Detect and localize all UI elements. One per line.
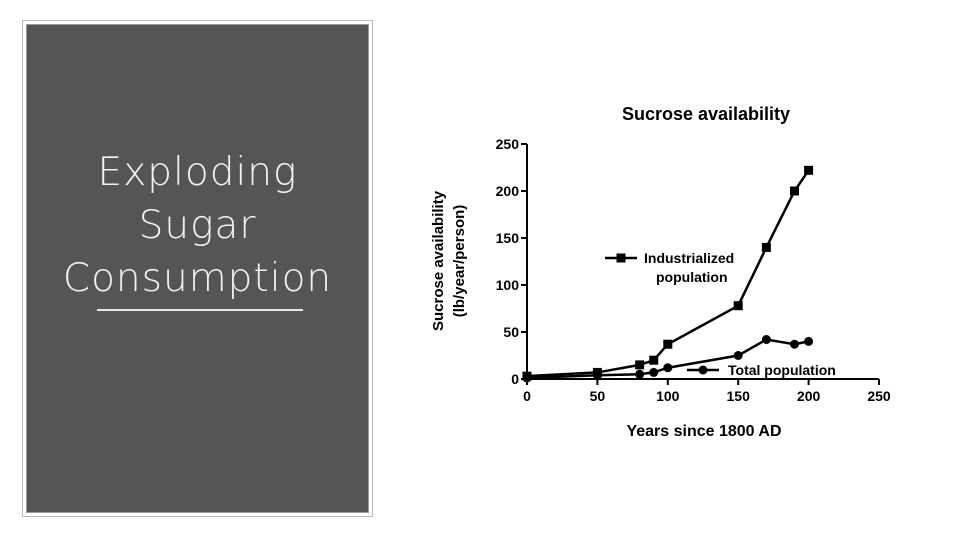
data-point-square [804,165,814,175]
title-underline [97,309,303,311]
legend-label-industrialized: Industrialized [644,250,734,266]
x-tick-label: 50 [590,388,606,404]
sucrose-chart: Sucrose availability Sucrose availabilit… [430,104,891,440]
x-tick-label: 200 [797,388,821,404]
data-point-square [790,186,800,196]
data-point-square [649,355,659,365]
data-point-circle [804,336,814,346]
slide-title-line-1: Exploding [97,150,298,195]
y-tick-label: 100 [496,277,520,293]
data-point-circle [733,351,743,360]
data-point-square [761,242,771,252]
y-axis-label-line-2: (lb/year/person) [451,205,468,318]
y-tick-label: 200 [496,183,520,199]
title-panel-inner: Exploding Sugar Consumption [26,24,369,513]
x-tick-label: 0 [523,388,531,404]
data-point-circle [522,373,532,383]
data-point-circle [761,335,771,345]
slide-title-line-2: Sugar [138,203,257,248]
y-tick-label: 50 [503,324,519,340]
data-point-square [733,301,743,311]
chart-title: Sucrose availability [622,104,790,124]
slide-title-line-3: Consumption [62,256,333,301]
legend-marker-square [616,253,626,263]
x-tick-label: 150 [727,388,751,404]
data-point-circle [592,370,602,380]
y-tick-label: 250 [496,136,520,152]
y-tick-label: 0 [511,371,519,387]
plot-area: 0 50 100 150 200 250 0 50 100 150 200 250 Industrial… [496,136,891,404]
legend-label-industrialized: population [656,269,728,285]
data-point-square [663,339,673,349]
data-point-circle [790,339,800,349]
data-point-circle [649,367,659,377]
data-point-circle [663,363,673,373]
y-axis-label-line-1: Sucrose availability [430,190,447,331]
slide-title: Exploding Sugar Consumption [27,146,368,305]
x-tick-label: 250 [867,388,891,404]
legend-marker-circle [698,365,708,375]
y-tick-label: 150 [496,230,520,246]
data-point-square [635,360,645,370]
x-tick-label: 100 [656,388,680,404]
x-axis-label: Years since 1800 AD [626,423,781,440]
data-point-circle [635,369,645,379]
title-panel: Exploding Sugar Consumption [22,20,373,517]
legend-label-total: Total population [728,362,836,378]
